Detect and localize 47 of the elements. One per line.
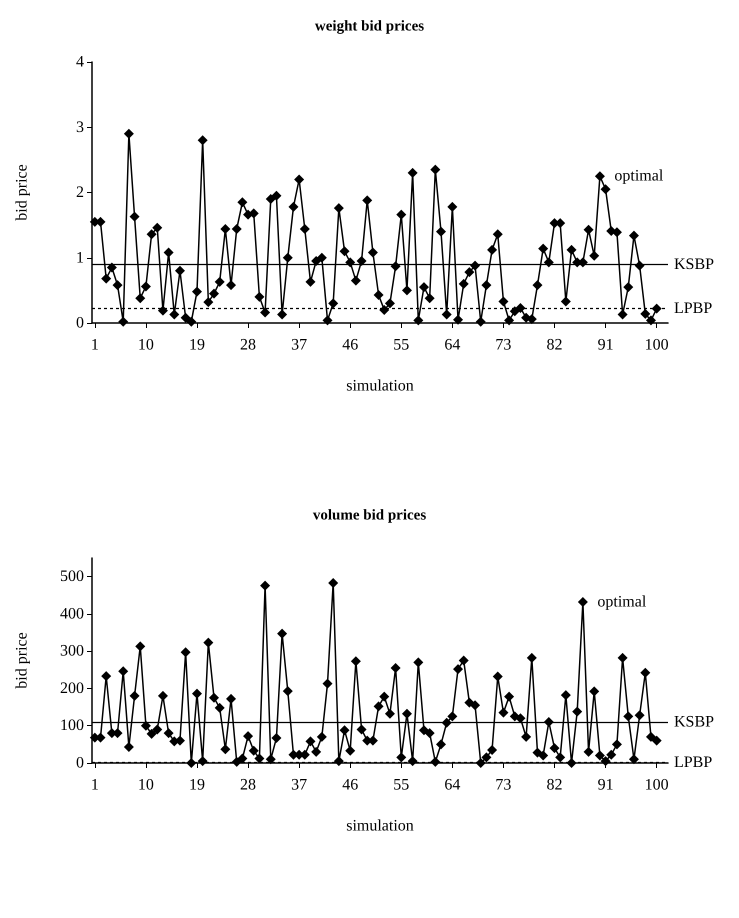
chart-title: weight bid prices	[314, 18, 424, 34]
y-tick-label: 500	[60, 568, 84, 586]
x-tick-label: 1	[90, 776, 99, 794]
x-tick-label: 37	[291, 336, 308, 354]
y-axis-title: bid price	[14, 632, 30, 689]
y-axis-title: bid price	[14, 164, 30, 221]
x-tick-label: 91	[598, 776, 614, 794]
y-tick-label: 1	[76, 249, 84, 266]
x-tick-label: 55	[393, 776, 410, 794]
x-tick-label: 73	[495, 336, 512, 354]
y-tick-label: 100	[60, 717, 84, 734]
x-tick-label: 55	[393, 336, 410, 354]
ref-line-label: LPBP	[674, 300, 712, 318]
x-tick-label: 64	[444, 776, 460, 794]
y-tick-label: 400	[60, 605, 84, 622]
x-tick-label: 82	[546, 336, 563, 354]
x-axis-title: simulation	[346, 378, 414, 394]
x-tick-label: 91	[598, 336, 614, 354]
x-tick-label: 19	[188, 776, 205, 794]
ref-line-label: KSBP	[674, 714, 714, 730]
y-tick-label: 4	[76, 54, 84, 70]
x-tick-label: 10	[138, 776, 154, 794]
x-tick-label: 37	[291, 776, 308, 794]
x-tick-label: 46	[342, 776, 358, 794]
x-tick-label: 100	[644, 776, 669, 794]
x-tick-label: 1	[90, 336, 99, 354]
y-tick-label: 0	[76, 754, 84, 772]
x-tick-label: 46	[342, 336, 358, 354]
y-tick-label: 0	[76, 314, 84, 332]
annotation: optimal	[614, 168, 664, 185]
y-tick-label: 200	[60, 680, 84, 697]
y-tick-label: 2	[76, 184, 84, 201]
x-axis-title: simulation	[346, 818, 414, 834]
x-tick-label: 100	[644, 336, 669, 354]
ref-line-label: KSBP	[674, 256, 714, 273]
x-tick-label: 19	[188, 336, 205, 354]
x-tick-label: 82	[546, 776, 563, 794]
x-tick-label: 28	[240, 336, 256, 354]
ref-line-label: LPBP	[674, 754, 712, 772]
x-tick-label: 64	[444, 336, 460, 354]
y-tick-label: 300	[60, 642, 84, 660]
annotation: optimal	[597, 593, 647, 610]
x-tick-label: 28	[240, 776, 256, 794]
x-tick-label: 10	[138, 336, 154, 354]
x-tick-label: 73	[495, 776, 512, 794]
chart-title: volume bid prices	[312, 508, 426, 524]
y-tick-label: 3	[76, 118, 84, 136]
